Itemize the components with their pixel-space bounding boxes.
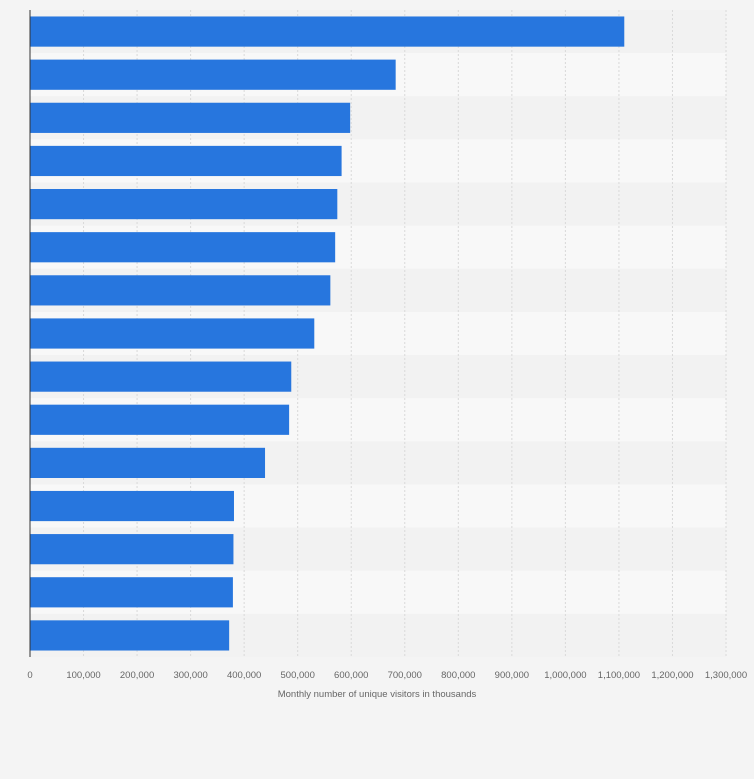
x-tick-label: 1,200,000 <box>651 670 693 681</box>
x-tick-label: 700,000 <box>388 670 422 681</box>
bar[interactable] <box>30 16 625 47</box>
x-tick-label: 200,000 <box>120 670 154 681</box>
bar[interactable] <box>30 189 338 220</box>
x-tick-label: 1,100,000 <box>598 670 640 681</box>
bar[interactable] <box>30 577 233 608</box>
x-tick-label: 500,000 <box>281 670 315 681</box>
x-axis-title: Monthly number of unique visitors in tho… <box>278 689 477 700</box>
x-tick-label: 800,000 <box>441 670 475 681</box>
bar[interactable] <box>30 620 230 651</box>
bar[interactable] <box>30 59 396 90</box>
bar[interactable] <box>30 145 342 177</box>
bar[interactable] <box>30 447 266 478</box>
x-tick-label: 300,000 <box>173 670 207 681</box>
bar[interactable] <box>30 404 290 435</box>
bar[interactable] <box>30 361 292 392</box>
x-tick-label: 1,300,000 <box>705 670 747 681</box>
x-tick-label: 900,000 <box>495 670 529 681</box>
x-tick-label: 400,000 <box>227 670 261 681</box>
bars <box>30 16 625 651</box>
bar[interactable] <box>30 275 331 306</box>
bar[interactable] <box>30 102 351 133</box>
x-tick-labels: 0 100,000 200,000 300,000 400,000 500,000 600,… <box>27 670 747 681</box>
bar[interactable] <box>30 318 315 349</box>
bar[interactable] <box>30 232 336 263</box>
x-tick-label: 1,000,000 <box>544 670 586 681</box>
bar[interactable] <box>30 534 234 565</box>
x-tick-label: 600,000 <box>334 670 368 681</box>
bar[interactable] <box>30 490 234 522</box>
x-tick-label: 100,000 <box>66 670 100 681</box>
x-tick-label: 0 <box>27 670 32 681</box>
